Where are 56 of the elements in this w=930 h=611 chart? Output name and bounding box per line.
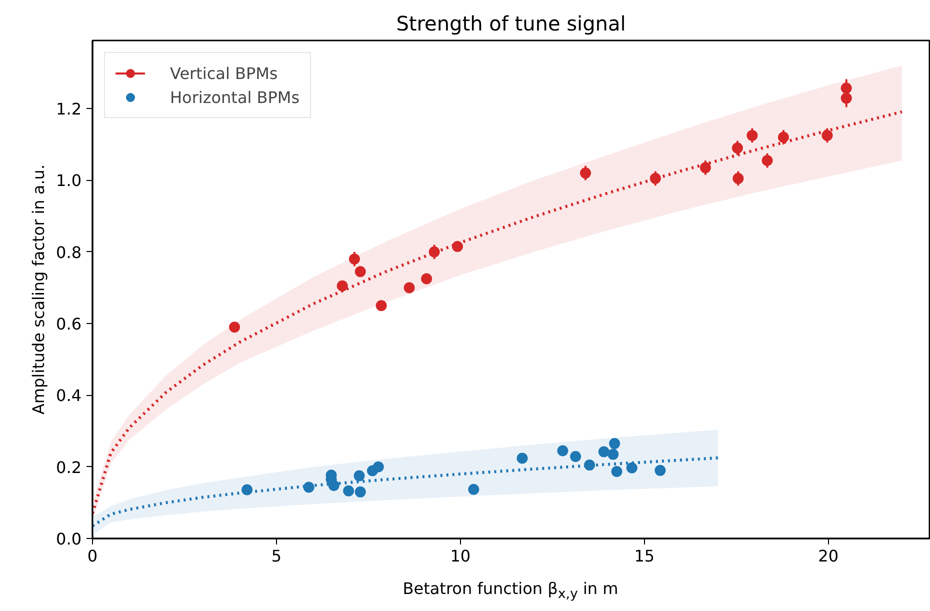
legend-label: Horizontal BPMs bbox=[170, 88, 300, 106]
line-series bbox=[92, 456, 720, 528]
point bbox=[840, 92, 852, 104]
point bbox=[840, 82, 852, 94]
point bbox=[700, 162, 711, 174]
y-tick-label: 0.2 bbox=[56, 458, 82, 477]
point bbox=[822, 130, 833, 141]
y-axis-title: Amplitude scaling factor in a.u. bbox=[29, 164, 48, 415]
point bbox=[746, 130, 758, 141]
point bbox=[354, 486, 366, 498]
x-tick-label: 0 bbox=[87, 546, 98, 566]
point bbox=[372, 461, 384, 472]
point bbox=[452, 241, 463, 252]
y-tick-label: 1.2 bbox=[56, 100, 82, 119]
point bbox=[428, 246, 440, 258]
point bbox=[328, 480, 340, 491]
x-tick-label: 15 bbox=[634, 546, 655, 566]
y-tick-label: 1.0 bbox=[56, 171, 82, 190]
y-tick-label: 0.0 bbox=[56, 530, 82, 548]
point bbox=[421, 273, 432, 284]
point bbox=[354, 470, 365, 482]
point bbox=[626, 462, 638, 474]
point bbox=[580, 168, 591, 179]
x-tick-label: 10 bbox=[450, 546, 471, 566]
point bbox=[229, 322, 240, 333]
y-tick-label: 0.6 bbox=[56, 314, 82, 334]
y-tick-label: 0.4 bbox=[56, 386, 82, 406]
point bbox=[584, 460, 596, 471]
point bbox=[343, 485, 354, 496]
point bbox=[608, 448, 619, 460]
point bbox=[598, 446, 610, 458]
x-tick-label: 20 bbox=[818, 546, 839, 566]
point bbox=[303, 482, 314, 493]
point bbox=[654, 464, 666, 476]
chart-title: Strength of tune signal bbox=[396, 12, 626, 36]
x-tick-label: 5 bbox=[271, 546, 282, 566]
point bbox=[468, 484, 480, 495]
y-tick-label: 0.8 bbox=[56, 242, 82, 262]
point bbox=[611, 466, 622, 477]
point bbox=[650, 172, 661, 184]
point bbox=[778, 132, 789, 143]
point bbox=[570, 450, 582, 462]
point bbox=[557, 445, 568, 456]
point bbox=[732, 172, 744, 184]
point bbox=[516, 452, 528, 464]
point bbox=[336, 280, 348, 292]
point bbox=[376, 300, 387, 312]
point bbox=[404, 282, 415, 294]
point bbox=[609, 438, 620, 450]
legend-label: Vertical BPMs bbox=[170, 64, 278, 82]
x-axis-title: Betatron function β$_{x,y}$ in m bbox=[402, 578, 620, 604]
point bbox=[242, 484, 253, 496]
point bbox=[348, 254, 360, 265]
point bbox=[762, 155, 773, 166]
point bbox=[732, 142, 743, 154]
point bbox=[354, 266, 366, 278]
